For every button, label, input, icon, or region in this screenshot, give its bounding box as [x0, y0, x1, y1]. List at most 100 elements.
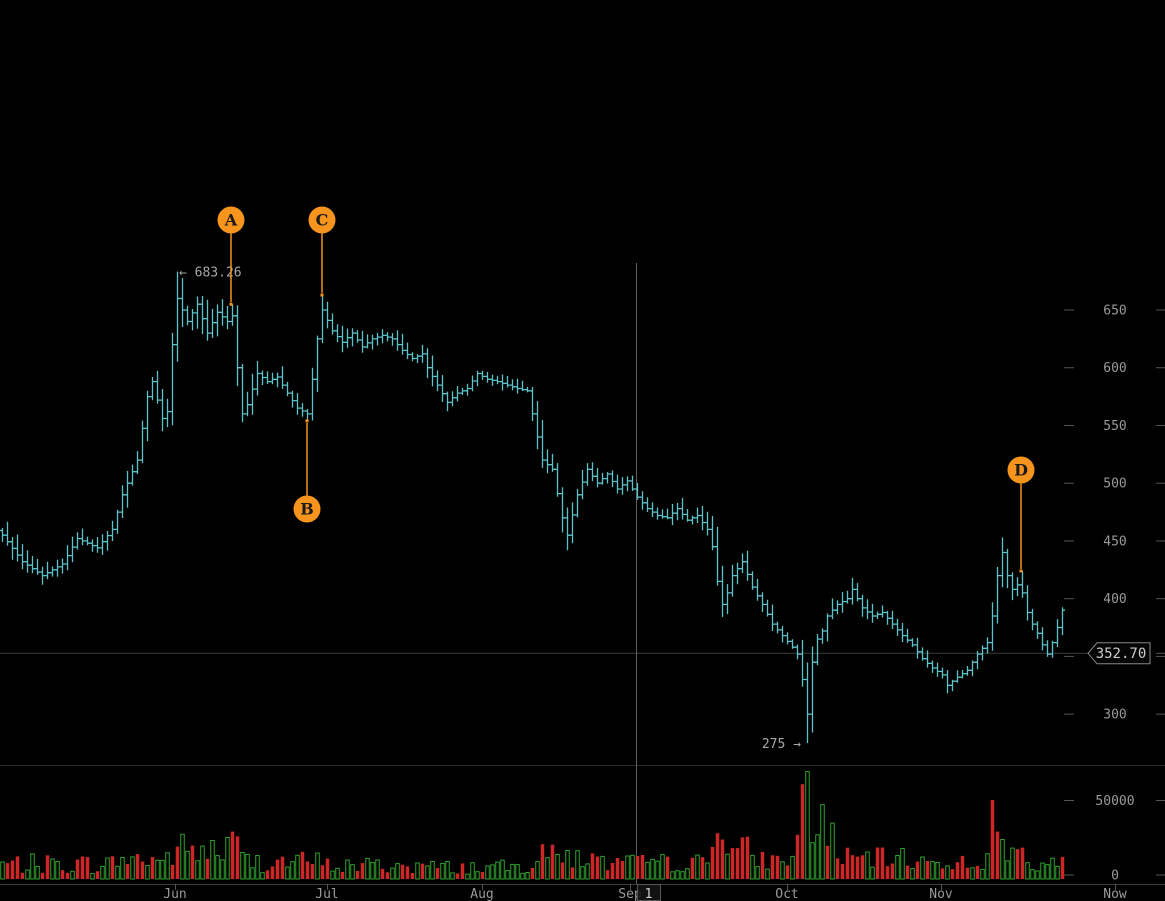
volume-bar	[315, 852, 320, 880]
volume-bar	[1040, 862, 1045, 880]
volume-bar	[580, 866, 585, 880]
volume-bar	[1005, 860, 1010, 880]
volume-bar	[5, 863, 10, 879]
volume-bar	[10, 860, 15, 879]
selected-day-label: 1	[645, 887, 653, 901]
volume-bar	[155, 859, 160, 880]
volume-bar	[280, 856, 285, 879]
volume-bar	[255, 855, 260, 880]
volume-bar	[235, 836, 240, 879]
volume-bar	[95, 871, 100, 879]
marker-b[interactable]: B	[293, 419, 321, 523]
volume-bar	[1060, 856, 1065, 879]
volume-bar	[185, 850, 190, 880]
marker-circle[interactable]	[293, 495, 321, 523]
volume-bar	[895, 855, 900, 880]
volume-bar	[1030, 869, 1035, 880]
volume-bar	[305, 861, 310, 879]
volume-bar	[775, 855, 780, 879]
volume-bar	[80, 856, 85, 879]
volume-bar	[720, 839, 725, 879]
volume-bar	[320, 865, 325, 879]
volume-bar	[360, 863, 365, 879]
volume-bar	[390, 867, 395, 880]
volume-bar	[380, 868, 385, 879]
volume-bar	[935, 862, 940, 880]
x-axis-month-label: Oct	[775, 887, 798, 901]
volume-bar	[325, 858, 330, 879]
volume-bar	[265, 870, 270, 879]
volume-bar	[635, 856, 640, 879]
volume-bar	[70, 870, 75, 880]
volume-bar	[140, 861, 145, 879]
volume-bar	[670, 871, 675, 880]
volume-bar	[510, 863, 515, 880]
volume-bar	[30, 853, 35, 880]
y-axis-label: 450	[1103, 534, 1126, 549]
volume-bar	[725, 853, 730, 880]
volume-bar	[685, 868, 690, 880]
volume-bar	[495, 861, 500, 880]
volume-bar	[420, 863, 425, 879]
last-price-tag: 352.70	[1087, 642, 1151, 665]
volume-bar	[660, 854, 665, 880]
volume-bar	[650, 858, 655, 880]
volume-bar	[440, 863, 445, 880]
volume-bar	[515, 864, 520, 880]
volume-bar	[370, 861, 375, 880]
volume-bar	[430, 861, 435, 880]
volume-bar	[975, 865, 980, 879]
annotation-trough: 275 →	[762, 737, 801, 752]
volume-bar	[655, 860, 660, 880]
volume-bar	[645, 861, 650, 880]
marker-c[interactable]: C	[308, 206, 336, 297]
volume-bar	[165, 852, 170, 880]
volume-bar	[1055, 865, 1060, 880]
volume-bar	[845, 847, 850, 879]
volume-bar	[385, 872, 390, 879]
volume-bar	[980, 868, 985, 880]
volume-bar	[405, 866, 410, 879]
marker-circle[interactable]	[217, 206, 245, 234]
volume-bar	[145, 865, 150, 880]
volume-bar	[105, 857, 110, 880]
volume-bar	[410, 873, 415, 879]
volume-bar	[790, 855, 795, 880]
volume-bar	[665, 856, 670, 879]
volume-bar	[530, 868, 535, 879]
volume-bar	[110, 856, 115, 879]
volume-bar	[1025, 862, 1030, 880]
x-axis-month-label: Jul	[315, 887, 338, 901]
volume-bar	[40, 872, 45, 879]
marker-circle[interactable]	[308, 206, 336, 234]
marker-a[interactable]: A	[217, 206, 245, 306]
volume-bar	[705, 862, 710, 880]
volume-bar	[485, 865, 490, 880]
volume-bar	[190, 845, 195, 879]
volume-bar	[520, 872, 525, 880]
volume-bar	[780, 861, 785, 880]
volume-bar	[400, 864, 405, 879]
volume-bar	[765, 868, 770, 880]
volume-bar	[1045, 864, 1050, 880]
volume-bar	[345, 859, 350, 880]
volume-bar	[610, 863, 615, 879]
volume-bar	[205, 858, 210, 879]
volume-bar	[795, 834, 800, 879]
volume-bar	[1050, 857, 1055, 880]
volume-bar	[1020, 847, 1025, 879]
marker-point	[229, 302, 233, 306]
vol-axis-label: 0	[1111, 869, 1119, 884]
marker-d[interactable]: D	[1007, 456, 1035, 573]
volume-bar	[230, 831, 235, 879]
volume-bar	[875, 847, 880, 879]
marker-point	[1019, 569, 1023, 573]
volume-bar	[90, 873, 95, 880]
marker-circle[interactable]	[1007, 456, 1035, 484]
marker-letter: D	[1014, 461, 1028, 480]
volume-bar	[600, 855, 605, 880]
volume-bar	[830, 822, 835, 880]
y-axis-label: 400	[1103, 592, 1126, 607]
